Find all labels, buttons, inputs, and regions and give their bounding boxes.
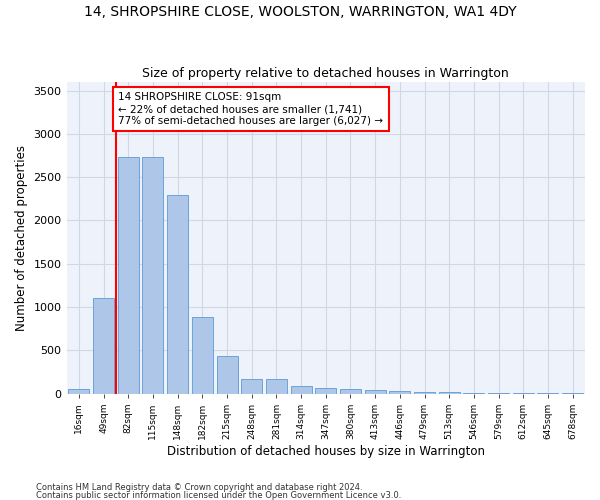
Y-axis label: Number of detached properties: Number of detached properties [15,145,28,331]
Title: Size of property relative to detached houses in Warrington: Size of property relative to detached ho… [142,66,509,80]
Bar [266,379,287,394]
Bar [192,318,213,394]
X-axis label: Distribution of detached houses by size in Warrington: Distribution of detached houses by size … [167,444,485,458]
Text: 14, SHROPSHIRE CLOSE, WOOLSTON, WARRINGTON, WA1 4DY: 14, SHROPSHIRE CLOSE, WOOLSTON, WARRINGT… [83,5,517,19]
Bar [389,392,410,394]
Bar [290,386,311,394]
Bar [340,389,361,394]
Bar [241,379,262,394]
Bar [513,393,534,394]
Bar [167,196,188,394]
Bar [439,392,460,394]
Bar [365,390,386,394]
Bar [488,392,509,394]
Bar [315,388,336,394]
Bar [142,158,163,394]
Text: Contains HM Land Registry data © Crown copyright and database right 2024.: Contains HM Land Registry data © Crown c… [36,484,362,492]
Bar [414,392,435,394]
Text: 14 SHROPSHIRE CLOSE: 91sqm
← 22% of detached houses are smaller (1,741)
77% of s: 14 SHROPSHIRE CLOSE: 91sqm ← 22% of deta… [118,92,383,126]
Bar [217,356,238,394]
Bar [93,298,114,394]
Bar [68,389,89,394]
Bar [118,158,139,394]
Text: Contains public sector information licensed under the Open Government Licence v3: Contains public sector information licen… [36,490,401,500]
Bar [463,392,484,394]
